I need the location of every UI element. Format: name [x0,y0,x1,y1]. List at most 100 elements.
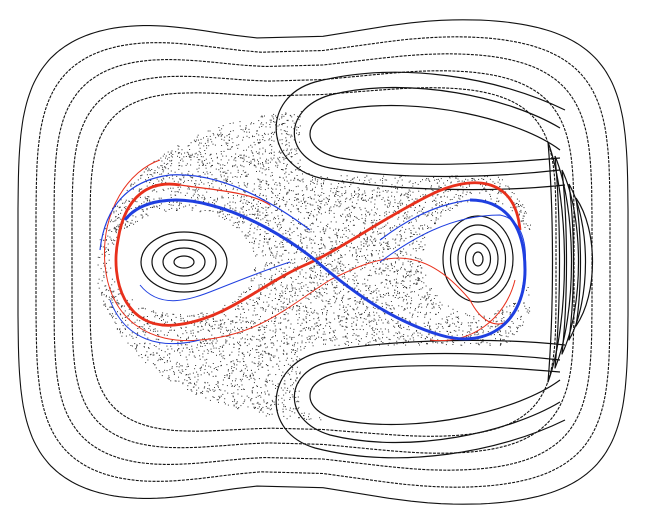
chaos-dot [257,142,259,143]
chaos-dot [422,228,424,230]
chaos-dot [370,291,372,293]
chaos-dot [411,243,413,245]
chaos-dot [152,352,154,354]
chaos-dot [258,246,260,248]
chaos-dot [242,320,244,322]
chaos-dot [105,296,107,298]
chaos-dot [307,286,309,288]
chaos-dot [223,175,225,177]
chaos-dot [242,211,244,213]
chaos-dot [171,319,172,320]
chaos-dot [294,148,296,150]
chaos-dot [170,170,172,172]
chaos-dot [264,149,266,151]
chaos-dot [297,396,299,398]
chaos-dot [264,331,266,333]
chaos-dot [410,254,412,256]
chaos-dot [340,260,342,262]
chaos-dot [489,344,491,346]
chaos-dot [265,122,267,124]
chaos-dot [125,206,127,208]
chaos-dot [316,331,318,333]
chaos-dot [286,150,288,152]
chaos-dot [419,205,420,206]
chaos-dot [260,344,262,346]
chaos-dot [424,224,426,226]
chaos-dot [157,315,158,317]
chaos-dot [294,154,296,155]
chaos-dot [471,322,473,324]
chaos-dot [204,324,206,326]
chaos-dot [266,181,268,183]
chaos-dot [321,261,322,263]
chaos-dot [387,199,388,201]
chaos-dot [365,309,367,311]
chaos-dot [437,212,439,214]
chaos-dot [255,166,257,168]
chaos-dot [347,216,349,217]
chaos-dot [285,327,287,329]
chaos-dot [275,240,277,242]
chaos-dot [227,145,229,147]
chaos-dot [341,276,343,278]
chaos-dot [376,296,378,298]
chaos-dot [473,318,475,320]
chaos-dot [319,195,320,197]
chaos-dot [517,310,519,312]
chaos-dot [234,330,236,332]
chaos-dot [283,404,285,406]
chaos-dot [305,342,307,344]
chaos-dot [304,346,306,347]
chaos-dot [161,316,163,318]
chaos-dot [374,203,376,205]
chaos-dot [309,224,311,226]
chaos-dot [502,313,504,315]
chaos-dot [237,333,239,335]
chaos-dot [319,292,321,294]
chaos-dot [266,402,268,404]
chaos-dot [305,208,307,210]
chaos-dot [291,384,293,386]
chaos-dot [192,372,194,374]
chaos-dot [508,187,510,189]
chaos-dot [269,329,271,331]
chaos-dot [221,345,223,347]
chaos-dot [353,177,355,179]
chaos-dot [419,265,421,266]
chaos-dot [406,293,408,295]
chaos-dot [381,199,383,200]
chaos-dot [286,192,288,194]
chaos-dot [171,156,173,158]
chaos-dot [180,314,181,316]
chaos-dot [245,364,247,366]
chaos-dot [126,189,128,191]
chaos-dot [484,176,486,177]
chaos-dot [486,181,488,183]
chaos-dot [373,340,375,341]
chaos-dot [222,210,224,212]
chaos-dot [338,206,340,208]
chaos-dot [341,325,343,327]
chaos-dot [232,385,233,387]
chaos-dot [273,344,275,346]
chaos-dot [163,319,164,321]
chaos-dot [344,209,346,211]
chaos-dot [261,207,263,208]
chaos-dot [167,151,169,153]
chaos-dot [166,345,168,347]
chaos-dot [497,193,499,195]
chaos-dot [213,397,215,398]
chaos-dot [388,305,390,307]
chaos-dot [446,341,448,343]
chaos-dot [269,359,271,361]
chaos-dot [282,169,284,171]
chaos-dot [258,151,260,153]
chaos-dot [298,167,300,168]
chaos-dot [258,327,260,328]
chaos-dot [121,335,123,337]
chaos-dot [162,312,164,314]
chaos-dot [296,350,298,352]
chaos-dot [141,174,143,176]
chaos-dot [418,228,420,230]
chaos-dot [449,210,451,211]
